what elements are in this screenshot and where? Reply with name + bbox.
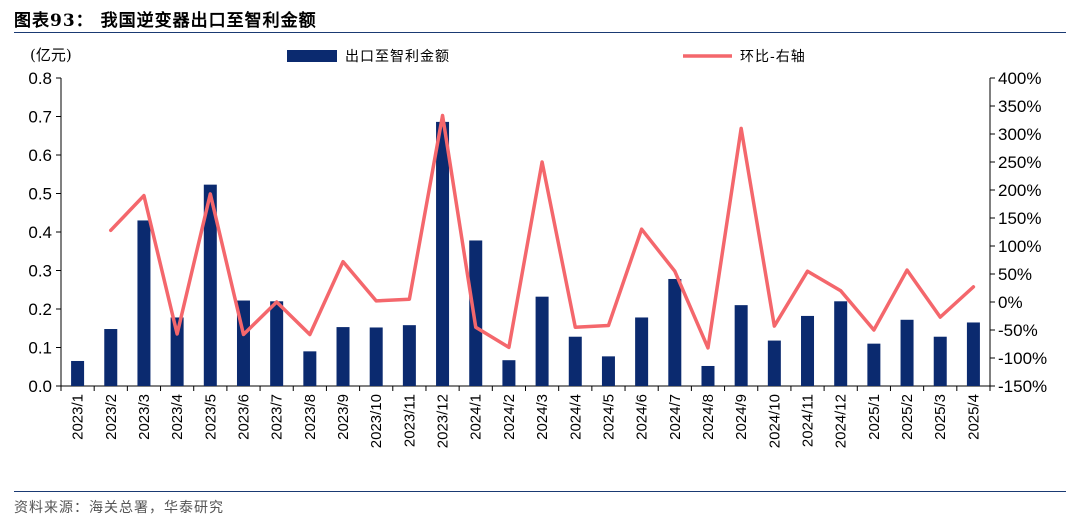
bar (170, 317, 184, 386)
category-label: 2023/6 (235, 394, 252, 440)
category-label: 2024/9 (733, 394, 750, 440)
category-label: 2024/6 (634, 394, 651, 440)
axes: 0.0 0.1 0.2 0.3 0.4 0.5 0.6 0.7 0.8 -150% -100% -50… (28, 69, 1047, 396)
bar (568, 336, 582, 386)
legend-bar-label: 出口至智利金额 (345, 49, 450, 65)
bar (303, 351, 317, 386)
category-label: 2024/7 (667, 394, 684, 440)
category-label: 2025/1 (866, 394, 883, 440)
category-label: 2024/10 (766, 394, 783, 448)
bar (701, 365, 715, 386)
bar (635, 317, 649, 386)
bar (933, 336, 947, 386)
bar (203, 184, 217, 386)
bar (668, 278, 682, 386)
left-axis-tick-label: 0.7 (28, 108, 52, 127)
right-axis-tick-label: 50% (998, 265, 1032, 284)
category-label: 2023/10 (368, 394, 385, 448)
category-label: 2023/3 (136, 394, 153, 440)
right-axis-tick-label: 200% (998, 181, 1041, 200)
bar (734, 305, 748, 386)
bar (834, 301, 848, 386)
category-label: 2024/3 (534, 394, 551, 440)
right-axis-tick-label: -100% (998, 349, 1047, 368)
bar (137, 220, 151, 386)
bar-series (71, 121, 980, 386)
category-label: 2024/4 (567, 394, 584, 440)
figure-title: 图表93： 我国逆变器出口至智利金额 (14, 11, 317, 31)
category-label: 2023/1 (70, 394, 87, 440)
bar (502, 360, 516, 386)
bar (966, 322, 980, 386)
bar (469, 240, 483, 386)
category-label: 2024/5 (600, 394, 617, 440)
category-label: 2024/2 (501, 394, 518, 440)
category-label: 2023/11 (401, 394, 418, 447)
category-label: 2023/7 (269, 394, 286, 440)
left-axis-tick-label: 0.3 (28, 262, 52, 281)
left-axis-tick-label: 0.2 (28, 300, 52, 319)
left-axis-tick-label: 0.4 (28, 223, 52, 242)
left-axis-tick-label: 0.8 (28, 69, 52, 88)
bar (867, 343, 881, 386)
category-label: 2023/2 (103, 394, 120, 440)
legend-line-label: 环比-右轴 (740, 49, 806, 65)
category-label: 2024/11 (800, 394, 817, 447)
bar (436, 121, 450, 386)
category-label: 2023/4 (169, 394, 186, 440)
category-labels: 2023/1 2023/2 2023/3 2023/4 2023/5 2023/6 2023… (70, 394, 983, 448)
left-axis-tick-label: 0.0 (28, 377, 52, 396)
right-axis-tick-label: 100% (998, 237, 1041, 256)
category-label: 2025/3 (932, 394, 949, 440)
left-axis-tick-label: 0.1 (28, 339, 52, 358)
mom-line (109, 113, 976, 350)
right-axis-tick-label: -50% (998, 321, 1038, 340)
bar (336, 327, 350, 386)
bar (71, 360, 85, 386)
category-label: 2024/8 (700, 394, 717, 440)
category-label: 2024/1 (468, 394, 485, 440)
category-label: 2023/5 (202, 394, 219, 440)
left-axis-tick-label: 0.5 (28, 185, 52, 204)
bottom-divider (14, 491, 1066, 492)
legend-bar-swatch (287, 50, 337, 62)
bar (104, 329, 118, 386)
top-divider (14, 32, 1066, 33)
category-label: 2023/8 (302, 394, 319, 440)
right-axis-tick-label: 300% (998, 125, 1041, 144)
category-label: 2025/2 (899, 394, 916, 440)
line-series (109, 113, 976, 350)
category-label: 2025/4 (965, 394, 982, 440)
right-axis-tick-label: 250% (998, 153, 1041, 172)
bar (767, 340, 781, 386)
category-label: 2024/12 (833, 394, 850, 448)
right-axis-tick-label: -150% (998, 377, 1047, 396)
category-label: 2023/12 (435, 394, 452, 448)
right-axis-tick-label: 0% (998, 293, 1023, 312)
left-axis-tick-label: 0.6 (28, 146, 52, 165)
bar (801, 315, 815, 386)
source-note: 资料来源：海关总署，华泰研究 (14, 500, 224, 516)
left-axis-unit: (亿元) (30, 46, 72, 64)
legend: 出口至智利金额 环比-右轴 (287, 49, 806, 65)
bar (369, 327, 383, 386)
category-label: 2023/9 (335, 394, 352, 440)
bar (601, 356, 615, 386)
right-axis-tick-label: 150% (998, 209, 1041, 228)
right-axis-tick-label: 350% (998, 97, 1041, 116)
bar (535, 296, 549, 386)
bar (270, 301, 284, 386)
right-axis-tick-label: 400% (998, 69, 1041, 88)
bar (900, 319, 914, 386)
bar (402, 325, 416, 386)
